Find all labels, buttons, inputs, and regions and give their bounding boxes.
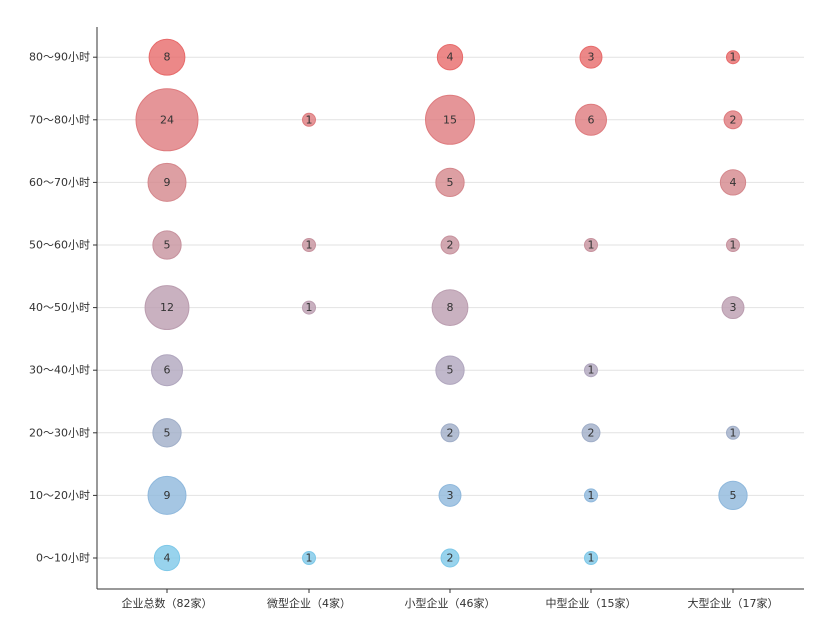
y-tick-label: 30～40小时 xyxy=(29,364,90,377)
bubble-value-label: 2 xyxy=(730,113,737,126)
bubble xyxy=(723,110,743,130)
bubble-value-label: 1 xyxy=(588,364,595,377)
bubble-value-label: 6 xyxy=(588,113,595,126)
bubble-value-label: 4 xyxy=(730,176,737,189)
bubble-value-label: 2 xyxy=(447,239,454,252)
bubble-value-label: 12 xyxy=(160,301,174,314)
bubble-value-label: 2 xyxy=(588,426,595,439)
y-tick-label: 10～20小时 xyxy=(29,489,90,502)
bubble-value-label: 15 xyxy=(443,113,457,126)
x-tick-label: 微型企业（4家） xyxy=(267,596,351,610)
bubble xyxy=(584,551,598,565)
bubble xyxy=(581,423,601,443)
bubble-value-label: 3 xyxy=(447,489,454,502)
bubble-value-label: 8 xyxy=(164,51,171,64)
bubble-value-label: 6 xyxy=(164,364,171,377)
bubble xyxy=(440,548,460,568)
bubble xyxy=(584,488,598,503)
y-tick-label: 40～50小时 xyxy=(29,301,90,314)
bubble xyxy=(435,355,465,385)
bubble-value-label: 4 xyxy=(164,552,171,565)
bubble-value-label: 1 xyxy=(730,426,737,439)
bubble-value-label: 5 xyxy=(730,489,737,502)
bubble xyxy=(579,45,603,69)
bubble-value-label: 9 xyxy=(164,176,171,189)
bubble-value-label: 9 xyxy=(164,489,171,502)
bubble xyxy=(438,483,462,507)
x-tick-labels: 企业总数（82家） 微型企业（4家） 小型企业（46家） 中型企业（15家） 大型企业（… xyxy=(122,589,779,610)
bubble xyxy=(440,423,460,443)
bubble xyxy=(431,289,469,326)
bubble xyxy=(726,50,740,65)
bubble xyxy=(302,238,316,252)
bubble xyxy=(718,480,748,511)
bubble-value-label: 5 xyxy=(447,364,454,377)
bubble xyxy=(144,285,190,331)
x-tick-label: 大型企业（17家） xyxy=(688,596,779,610)
bubble-value-label: 24 xyxy=(160,113,174,126)
bubble xyxy=(302,112,316,127)
bubble xyxy=(435,167,465,198)
bubble xyxy=(436,44,464,71)
y-tick-label: 50～60小时 xyxy=(29,239,90,252)
bubbles: 4 1 2 19 3 1 55 2 2 16 5 112 1 8 35 1 2 1 19 5 424 1 15 6 28 4 3 1 xyxy=(135,38,748,572)
bubble xyxy=(152,418,182,448)
x-tick-label: 小型企业（46家） xyxy=(405,596,496,610)
bubble xyxy=(440,235,460,255)
bubble xyxy=(147,162,187,202)
bubble-value-label: 1 xyxy=(306,239,313,252)
bubble xyxy=(584,238,598,252)
bubble xyxy=(302,551,316,565)
bubble-value-label: 1 xyxy=(306,301,313,314)
bubble xyxy=(424,94,476,145)
bubble-value-label: 4 xyxy=(447,51,454,64)
bubble-value-label: 2 xyxy=(447,426,454,439)
bubble xyxy=(721,296,745,320)
bubble-value-label: 5 xyxy=(164,239,171,252)
bubble xyxy=(152,230,182,260)
bubble-value-label: 1 xyxy=(588,489,595,502)
bubble-value-label: 3 xyxy=(730,301,737,314)
bubble-value-label: 1 xyxy=(306,552,313,565)
x-tick-label: 中型企业（15家） xyxy=(546,596,637,610)
bubble xyxy=(584,363,598,378)
y-tick-labels: 0～10小时 10～20小时 20～30小时 30～40小时 40～50小时 50～60小… xyxy=(29,51,97,565)
bubble-value-label: 2 xyxy=(447,552,454,565)
bubble xyxy=(302,300,316,315)
y-tick-label: 60～70小时 xyxy=(29,176,90,189)
bubble-value-label: 3 xyxy=(588,51,595,64)
y-tick-label: 0～10小时 xyxy=(36,552,90,565)
bubble xyxy=(147,475,187,515)
x-tick-label: 企业总数（82家） xyxy=(122,596,213,610)
bubble-value-label: 5 xyxy=(164,426,171,439)
bubble xyxy=(153,544,181,572)
bubble-value-label: 1 xyxy=(588,239,595,252)
bubble-value-label: 1 xyxy=(588,552,595,565)
y-tick-label: 70～80小时 xyxy=(29,113,90,126)
bubble xyxy=(726,238,740,252)
bubble xyxy=(575,103,607,136)
bubble xyxy=(726,425,740,440)
bubble-value-label: 1 xyxy=(730,51,737,64)
bubble-value-label: 8 xyxy=(447,301,454,314)
bubble xyxy=(148,38,186,76)
bubble xyxy=(135,88,199,152)
bubble-value-label: 1 xyxy=(730,239,737,252)
y-tick-label: 20～30小时 xyxy=(29,426,90,439)
bubble xyxy=(719,169,747,196)
bubble-value-label: 1 xyxy=(306,113,313,126)
y-tick-label: 80～90小时 xyxy=(29,51,90,64)
bubble-value-label: 5 xyxy=(447,176,454,189)
bubble xyxy=(151,354,183,387)
